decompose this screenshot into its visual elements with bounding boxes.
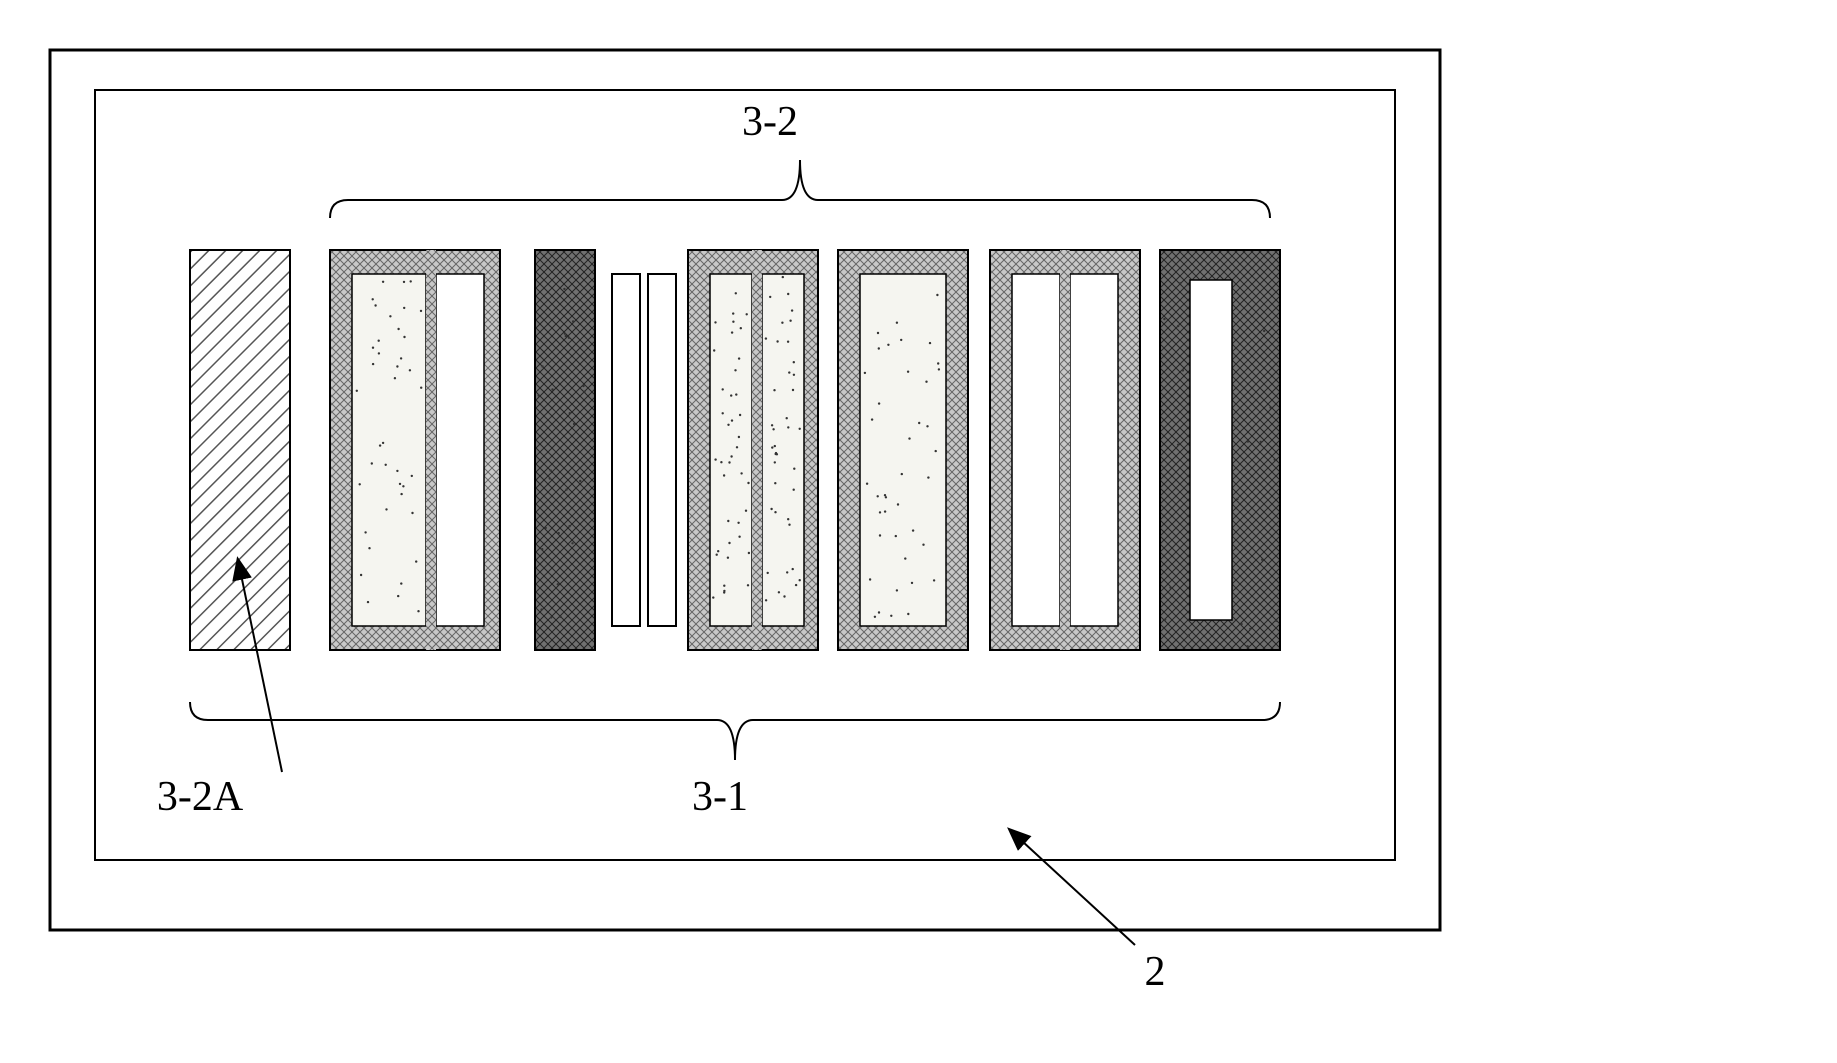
- group-5: [1160, 250, 1280, 650]
- diagram-svg: 3-2 3-1 3-2A 2: [0, 0, 1837, 1063]
- pair-1a: [612, 274, 640, 626]
- label-3-2A: 3-2A: [157, 774, 244, 820]
- group-3: [838, 250, 968, 650]
- group-4: [990, 250, 1140, 650]
- dark-bar-1: [535, 250, 595, 650]
- diagram-canvas: 3-2 3-1 3-2A 2: [0, 0, 1837, 1063]
- label-3-2: 3-2: [742, 99, 798, 145]
- label-3-1: 3-1: [692, 774, 748, 820]
- group-1: [330, 250, 500, 650]
- pair-1b: [648, 274, 676, 626]
- hatched-block: [190, 250, 290, 650]
- group-2: [688, 250, 818, 650]
- label-2: 2: [1145, 949, 1166, 995]
